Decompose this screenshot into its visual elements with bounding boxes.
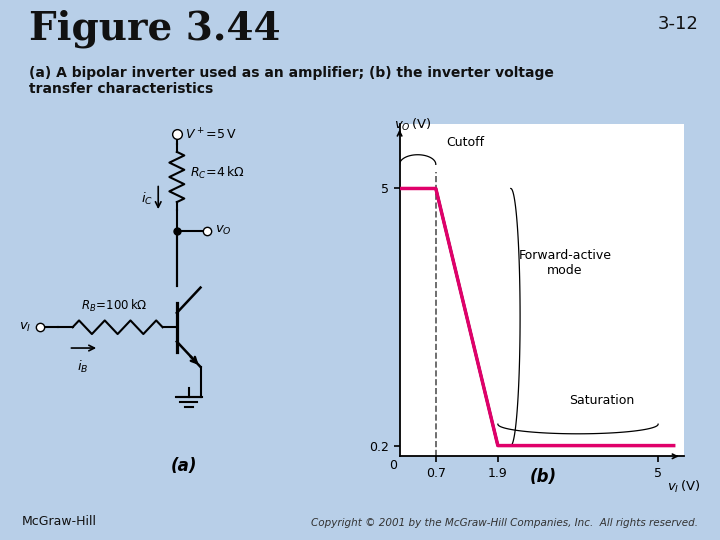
Text: Cutoff: Cutoff bbox=[446, 137, 485, 150]
Text: $v_I\,\mathrm{(V)}$: $v_I\,\mathrm{(V)}$ bbox=[667, 479, 701, 495]
Text: $R_C\!=\!4\,\mathrm{k\Omega}$: $R_C\!=\!4\,\mathrm{k\Omega}$ bbox=[190, 165, 245, 181]
Text: $v_I$: $v_I$ bbox=[19, 321, 32, 334]
Text: Forward-active
mode: Forward-active mode bbox=[518, 249, 611, 278]
Text: 3-12: 3-12 bbox=[657, 15, 698, 32]
Text: $R_B\!=\!100\,\mathrm{k\Omega}$: $R_B\!=\!100\,\mathrm{k\Omega}$ bbox=[81, 298, 148, 314]
Text: (a) A bipolar inverter used as an amplifier; (b) the inverter voltage
transfer c: (a) A bipolar inverter used as an amplif… bbox=[29, 66, 554, 96]
Text: (b): (b) bbox=[530, 468, 557, 485]
Text: 0: 0 bbox=[390, 460, 397, 472]
Text: $i_B$: $i_B$ bbox=[77, 359, 89, 375]
Text: Copyright © 2001 by the McGraw-Hill Companies, Inc.  All rights reserved.: Copyright © 2001 by the McGraw-Hill Comp… bbox=[311, 518, 698, 528]
Text: (a): (a) bbox=[171, 457, 197, 475]
Text: Saturation: Saturation bbox=[569, 394, 634, 407]
Text: $v_O\,\mathrm{(V)}$: $v_O\,\mathrm{(V)}$ bbox=[395, 117, 432, 133]
Text: McGraw-Hill: McGraw-Hill bbox=[22, 515, 96, 528]
Text: $i_C$: $i_C$ bbox=[141, 191, 153, 207]
Text: Figure 3.44: Figure 3.44 bbox=[29, 10, 280, 48]
Text: $v_O$: $v_O$ bbox=[215, 224, 232, 238]
Text: $V^+\!=\!5\,\mathrm{V}$: $V^+\!=\!5\,\mathrm{V}$ bbox=[185, 127, 238, 142]
